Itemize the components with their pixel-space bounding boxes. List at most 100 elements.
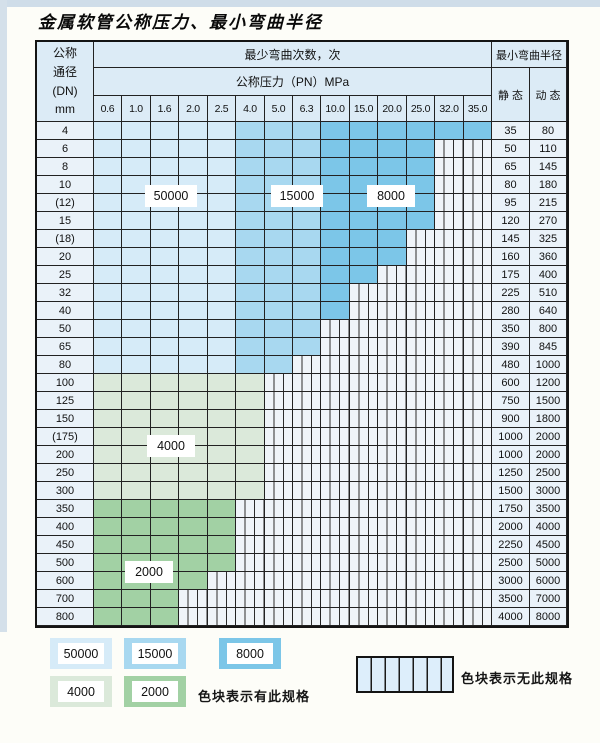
- no-spec-cell: [293, 482, 321, 500]
- dynamic-value-cell: 110: [530, 140, 567, 158]
- static-value-cell: 750: [492, 392, 530, 410]
- dynamic-value-cell: 2000: [530, 428, 567, 446]
- no-spec-cell: [407, 410, 435, 428]
- cycle-cell: [151, 536, 179, 554]
- no-spec-cell: [464, 176, 492, 194]
- cycle-cell: [293, 140, 321, 158]
- cycle-cell: [265, 338, 293, 356]
- no-spec-cell: [293, 536, 321, 554]
- scan-edge-top: [0, 0, 600, 7]
- no-spec-cell: [407, 536, 435, 554]
- dynamic-value-cell: 2500: [530, 464, 567, 482]
- no-spec-cell: [407, 374, 435, 392]
- cycle-cell: [208, 176, 236, 194]
- cycle-cell: [94, 482, 122, 500]
- cycle-cell: [179, 302, 208, 320]
- no-spec-cell: [293, 518, 321, 536]
- no-spec-cell: [321, 572, 350, 590]
- cycle-cell: [208, 230, 236, 248]
- legend-swatch-label: 15000: [132, 643, 178, 664]
- no-spec-cell: [265, 410, 293, 428]
- no-spec-cell: [350, 338, 378, 356]
- static-value-cell: 65: [492, 158, 530, 176]
- no-spec-cell: [378, 536, 407, 554]
- static-value-cell: 35: [492, 122, 530, 140]
- cycle-cell: [94, 248, 122, 266]
- no-spec-cell: [378, 356, 407, 374]
- cycle-cell: [236, 266, 265, 284]
- cycle-cell: [151, 122, 179, 140]
- no-spec-cell: [407, 608, 435, 626]
- no-spec-cell: [464, 140, 492, 158]
- no-spec-cell: [407, 338, 435, 356]
- no-spec-cell: [378, 500, 407, 518]
- no-spec-cell: [350, 428, 378, 446]
- no-spec-cell: [265, 536, 293, 554]
- legend-swatch-15000: 15000: [124, 638, 186, 669]
- no-spec-cell: [293, 554, 321, 572]
- cycle-cell: [179, 518, 208, 536]
- pressure-value-header: 2.5: [208, 96, 236, 122]
- no-spec-cell: [236, 590, 265, 608]
- cycle-cell: [321, 248, 350, 266]
- no-spec-cell: [293, 572, 321, 590]
- cycle-cell: [122, 464, 151, 482]
- dn-cell: 15: [37, 212, 94, 230]
- cycle-cell: [293, 158, 321, 176]
- cycle-cell: [94, 302, 122, 320]
- no-spec-cell: [407, 320, 435, 338]
- cycle-cell: [236, 482, 265, 500]
- no-spec-cell: [435, 140, 464, 158]
- cycle-cell: [321, 266, 350, 284]
- cycle-cell: [94, 464, 122, 482]
- no-spec-cell: [265, 482, 293, 500]
- cycle-cell: [321, 176, 350, 194]
- cycle-cell: [94, 212, 122, 230]
- dn-cell: 40: [37, 302, 94, 320]
- cycle-cell: [122, 356, 151, 374]
- cycle-cell: [321, 158, 350, 176]
- cycle-cell: [236, 248, 265, 266]
- cycle-cell: [151, 608, 179, 626]
- no-spec-cell: [407, 356, 435, 374]
- dn-cell: 125: [37, 392, 94, 410]
- cycle-cell: [208, 428, 236, 446]
- cycle-cell: [122, 482, 151, 500]
- no-spec-cell: [464, 266, 492, 284]
- no-spec-cell: [378, 446, 407, 464]
- no-spec-cell: [464, 464, 492, 482]
- cycle-cell: [236, 428, 265, 446]
- dynamic-value-cell: 360: [530, 248, 567, 266]
- static-value-cell: 50: [492, 140, 530, 158]
- cycle-cell: [179, 140, 208, 158]
- cycle-cell: [179, 266, 208, 284]
- no-spec-cell: [378, 518, 407, 536]
- no-spec-cell: [350, 590, 378, 608]
- cycle-cell: [94, 320, 122, 338]
- cycle-cell: [179, 158, 208, 176]
- cycle-cell: [293, 284, 321, 302]
- dn-cell: 80: [37, 356, 94, 374]
- cycle-cell: [179, 374, 208, 392]
- dn-cell: 50: [37, 320, 94, 338]
- cycle-cell: [94, 392, 122, 410]
- cycle-cell: [236, 284, 265, 302]
- cycle-cell: [208, 158, 236, 176]
- cycle-cell: [350, 230, 378, 248]
- no-spec-cell: [293, 428, 321, 446]
- cycle-cell: [236, 320, 265, 338]
- cycle-cell: [236, 410, 265, 428]
- no-spec-cell: [208, 608, 236, 626]
- no-spec-cell: [435, 446, 464, 464]
- cycle-cell: [236, 464, 265, 482]
- cycle-cell: [265, 302, 293, 320]
- cycle-cell: [407, 158, 435, 176]
- cycle-cell: [94, 410, 122, 428]
- cycle-cell: [208, 554, 236, 572]
- no-spec-cell: [265, 374, 293, 392]
- cycle-cell: [208, 194, 236, 212]
- no-spec-cell: [464, 410, 492, 428]
- min-radius-header: 最小弯曲半径: [492, 42, 567, 68]
- cycle-cell: [151, 266, 179, 284]
- no-spec-cell: [321, 356, 350, 374]
